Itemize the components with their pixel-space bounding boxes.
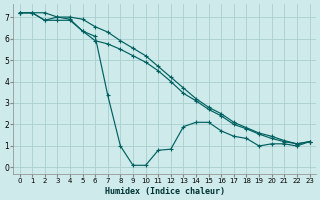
X-axis label: Humidex (Indice chaleur): Humidex (Indice chaleur)	[105, 187, 225, 196]
